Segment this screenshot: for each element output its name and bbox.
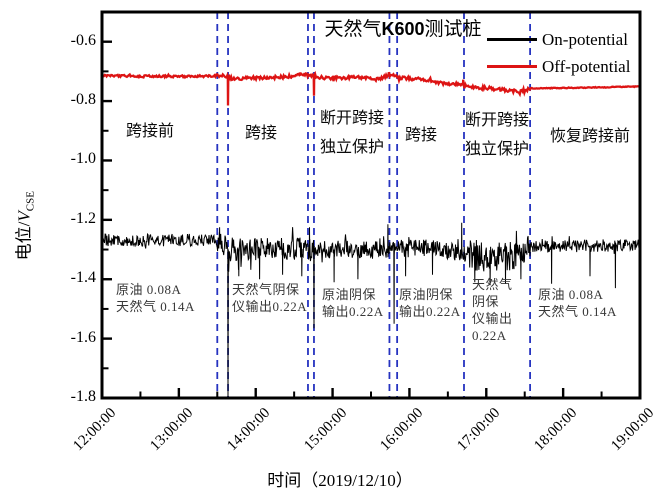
legend-line-on-potential (487, 38, 537, 41)
y-tick-label: -1.0 (70, 150, 96, 168)
y-tick-label: -1.6 (70, 328, 96, 346)
region-label: 恢复跨接前 (549, 128, 631, 145)
legend-item-on-potential: On-potential (487, 26, 630, 53)
on-potential-line (101, 222, 641, 397)
off-potential-line (101, 70, 640, 106)
y-axis-label: 电位/VCSE (9, 151, 36, 301)
y-tick-label: -0.6 (70, 31, 96, 49)
region-label: 断开跨接 独立保护 (464, 112, 530, 158)
y-axis-label-symbol: V (14, 211, 34, 222)
region-label: 跨接前 (125, 123, 175, 140)
y-tick-label: -1.8 (70, 388, 96, 405)
current-annotation: 天然气阴保仪输出0.22A (232, 282, 308, 314)
region-label: 跨接 (404, 127, 438, 144)
y-axis-label-text: 电位/ (14, 221, 34, 261)
legend: On-potential Off-potential (487, 26, 630, 80)
y-axis-label-subscript: CSE (24, 191, 37, 212)
legend-item-off-potential: Off-potential (487, 53, 630, 80)
current-annotation: 原油阴保 输出0.22A (399, 287, 461, 319)
chart-title-model: K600 (381, 19, 425, 39)
current-annotation: 原油 0.08A 天然气 0.14A (538, 287, 617, 319)
x-axis-label: 时间（2019/12/10） (267, 471, 413, 490)
axis-frame (100, 10, 642, 400)
y-tick-label: -0.8 (70, 91, 96, 109)
y-tick-label: -1.2 (70, 209, 96, 227)
current-annotation: 原油阴保 输出0.22A (322, 287, 384, 319)
legend-label-off-potential: Off-potential (542, 56, 631, 76)
chart-title: 天然气K600测试桩 (308, 14, 498, 41)
y-tick-label: -1.4 (70, 269, 96, 287)
legend-label-on-potential: On-potential (542, 29, 628, 49)
current-annotation: 原油 0.08A 天然气 0.14A (116, 282, 195, 314)
chart-title-prefix: 天然气 (324, 19, 382, 40)
region-label: 跨接 (244, 125, 278, 142)
region-label: 断开跨接 独立保护 (319, 110, 385, 156)
legend-line-off-potential (487, 65, 537, 68)
chart-title-suffix: 测试桩 (424, 19, 482, 40)
